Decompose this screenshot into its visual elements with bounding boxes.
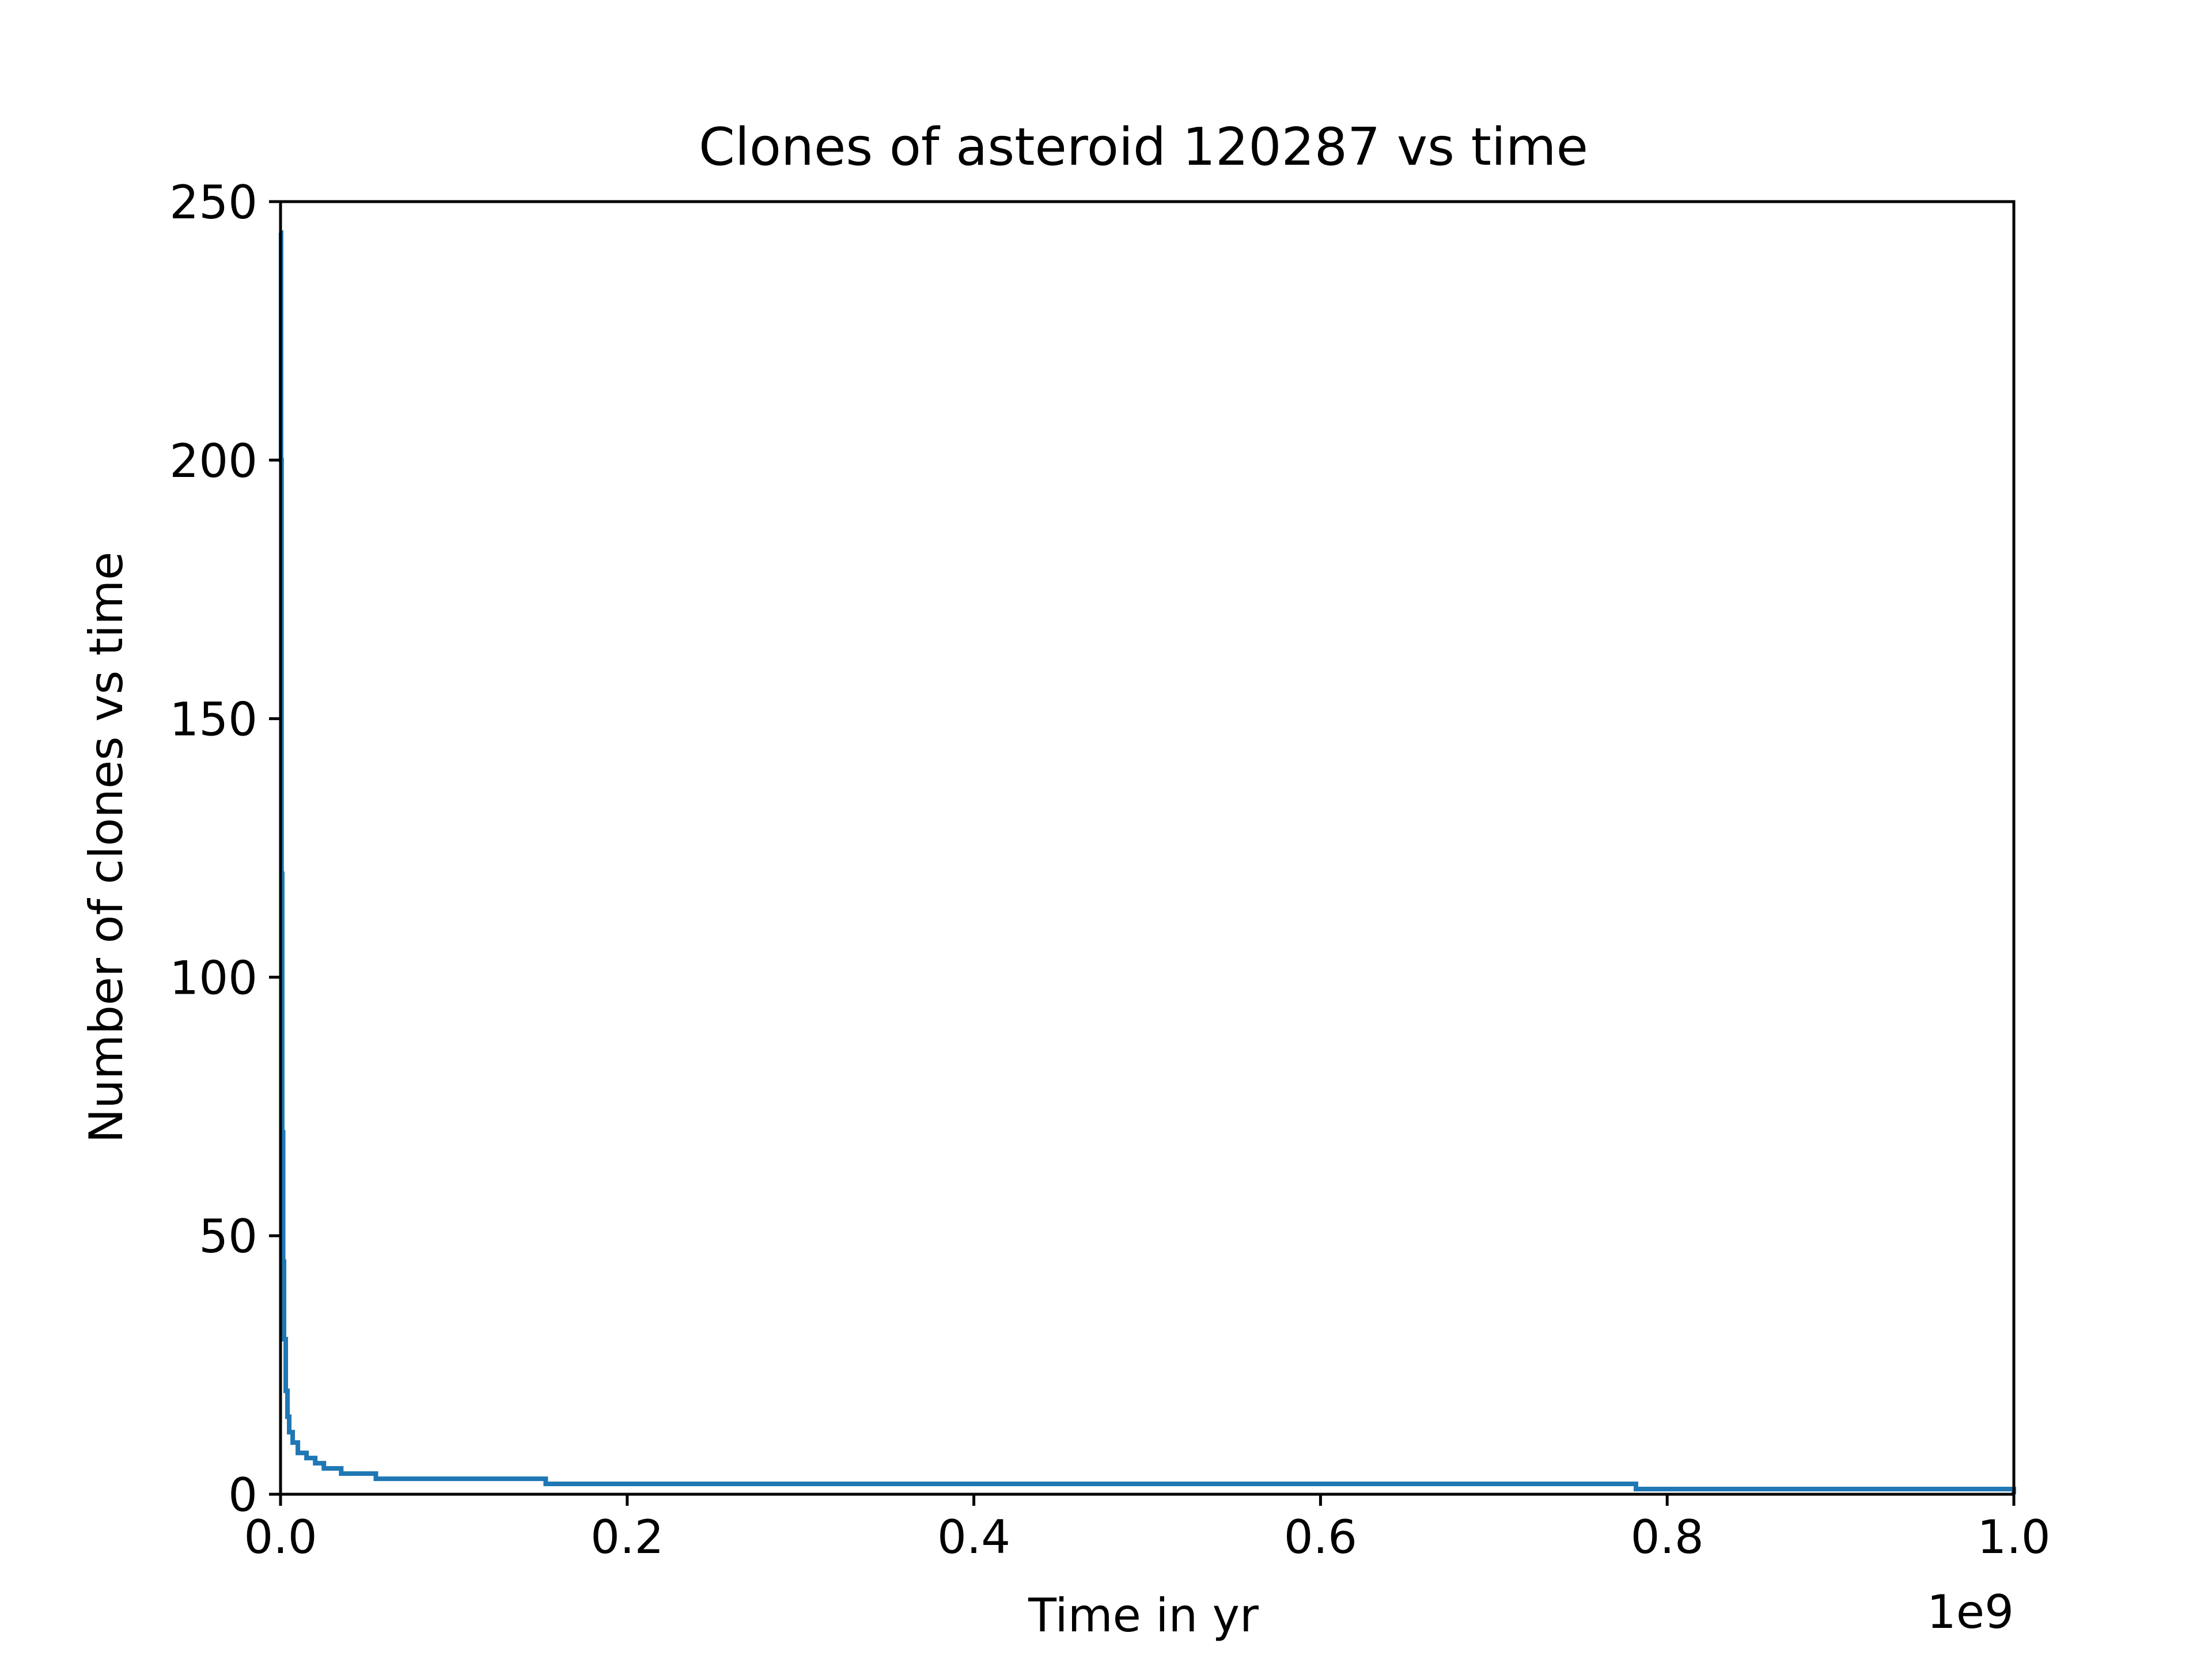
y-tick-label: 150 <box>169 693 257 747</box>
series-line-0 <box>278 230 2016 1494</box>
y-tick-label: 100 <box>169 951 257 1005</box>
x-tick-label: 0.6 <box>1284 1510 1357 1564</box>
y-axis-label: Number of clones vs time <box>79 552 133 1143</box>
y-tick-label: 250 <box>169 176 257 229</box>
x-tick-label: 1.0 <box>1977 1510 2050 1564</box>
x-tick-label: 0.0 <box>244 1510 317 1564</box>
x-tick-label: 0.8 <box>1631 1510 1704 1564</box>
x-axis-offset-label: 1e9 <box>1927 1585 2014 1639</box>
y-axis-ticks: 0 50 100 150 200 250 <box>169 176 281 1522</box>
y-tick-label: 0 <box>228 1468 257 1522</box>
x-tick-label: 0.4 <box>937 1510 1010 1564</box>
plot-frame <box>279 200 2016 1496</box>
x-axis-ticks: 0.0 0.2 0.4 0.6 0.8 1.0 <box>244 1494 2051 1564</box>
x-tick-label: 0.2 <box>590 1510 664 1564</box>
y-tick-label: 200 <box>169 434 257 488</box>
plot-area <box>278 200 2016 1496</box>
y-tick-label: 50 <box>199 1210 257 1263</box>
x-axis-label: Time in yr <box>1028 1589 1259 1642</box>
chart-title: Clones of asteroid 120287 vs time <box>699 117 1588 177</box>
